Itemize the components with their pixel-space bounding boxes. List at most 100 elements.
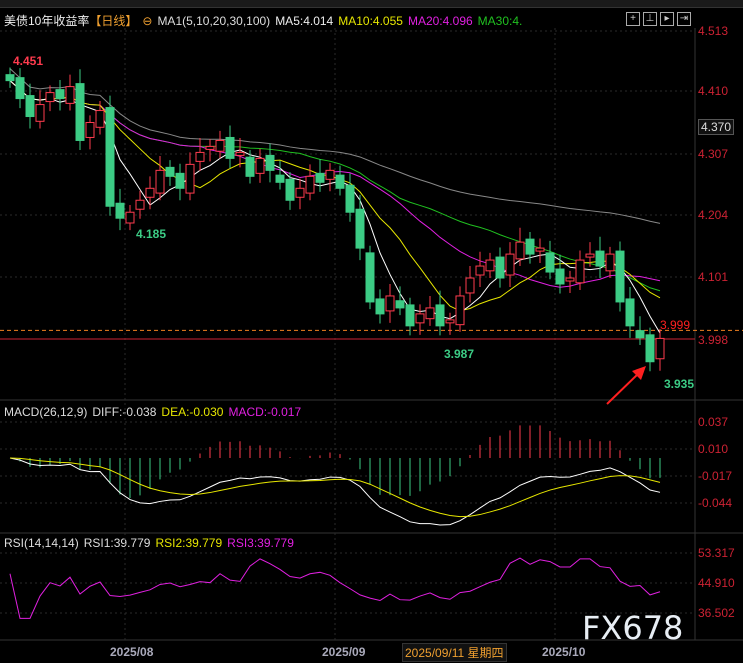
price-tick-current: 4.370 [698, 119, 735, 135]
ma-label[interactable]: MA1(5,10,20,30,100) [157, 14, 271, 28]
diff-value: DIFF:-0.038 [92, 405, 157, 419]
candle-down [165, 166, 175, 177]
candle-up [155, 169, 165, 194]
candle-up [85, 122, 95, 138]
macd-tick: -0.017 [698, 469, 733, 483]
price-tick: 4.410 [698, 84, 729, 98]
candle-up [295, 187, 305, 198]
candle-up [135, 199, 145, 210]
macd-legend: MACD(26,12,9) DIFF:-0.038 DEA:-0.030 MACD:-… [4, 405, 306, 419]
candle-up [455, 295, 465, 326]
price-tick: 4.513 [698, 24, 729, 38]
play-icon[interactable]: ▸ [660, 12, 674, 26]
x-tick: 2025/10 [542, 645, 586, 659]
candle-up [535, 247, 545, 252]
candle-up [215, 139, 225, 152]
arrow-annotation [606, 371, 641, 405]
macd-tick: 0.037 [698, 415, 729, 429]
candle-up [185, 163, 195, 194]
candle-up [655, 337, 665, 360]
candle-up [255, 157, 265, 174]
candle-down [645, 334, 655, 363]
candle-up [565, 277, 575, 282]
price-tick: 4.204 [698, 208, 729, 222]
period-selector[interactable]: 【日线】 [89, 14, 138, 28]
rsi-tick: 53.317 [698, 546, 735, 560]
ma100-line [9, 68, 661, 224]
candle-down [395, 300, 405, 309]
end-icon[interactable]: ⇥ [677, 12, 691, 26]
candle-down [75, 83, 85, 141]
macd-tick: 0.010 [698, 442, 729, 456]
crosshair-icon[interactable]: + [626, 12, 640, 26]
candle-up [205, 145, 215, 150]
dea-value: DEA:-0.030 [161, 405, 224, 419]
candle-down [265, 154, 275, 171]
rsi-name: RSI(14,14,14) [4, 536, 79, 550]
rsi-legend: RSI(14,14,14) RSI1:39.779 RSI2:39.779 RSI3:… [4, 536, 299, 550]
candle-down [175, 172, 185, 189]
chart-controls: + ⊥ ▸ ⇥ [626, 12, 691, 26]
candle-up [445, 319, 455, 324]
candle-up [125, 211, 135, 224]
candle-down [5, 74, 15, 82]
low-annotation: 4.185 [136, 227, 167, 241]
instrument-title: 美债10年收益率 [4, 14, 90, 28]
macd-value: MACD:-0.017 [228, 405, 302, 419]
candle-down [405, 304, 415, 327]
low-annotation: 3.987 [444, 347, 475, 361]
candle-down [115, 202, 125, 219]
rsi1-value: RSI1:39.779 [83, 536, 151, 550]
arrow-head [632, 366, 646, 380]
toolbar [0, 0, 743, 8]
candle-up [35, 104, 45, 122]
rsi-tick: 44.910 [698, 576, 735, 590]
candle-down [635, 330, 645, 339]
price-tick: 4.307 [698, 147, 729, 161]
x-tick: 2025/08 [110, 645, 154, 659]
last-price-label: 3.999 [660, 318, 691, 332]
price-tick: 4.101 [698, 270, 729, 284]
candle-down [495, 256, 505, 279]
rsi-line [9, 557, 661, 619]
candle-up [605, 253, 615, 272]
candle-down [525, 238, 535, 255]
candle-up [575, 259, 585, 284]
candle-down [315, 172, 325, 183]
candle-up [195, 151, 205, 162]
rsi2-value: RSI2:39.779 [155, 536, 223, 550]
candle-up [65, 86, 75, 104]
cursor-date: 2025/09/11 星期四 [402, 643, 507, 662]
candle-down [285, 178, 295, 201]
candle-down [275, 174, 285, 183]
macd-tick: -0.044 [698, 496, 733, 510]
candle-up [515, 241, 525, 260]
candle-up [505, 253, 515, 276]
candle-up [325, 169, 335, 180]
candle-down [595, 250, 605, 267]
candle-up [45, 92, 55, 103]
candle-down [545, 252, 555, 273]
candle-up [415, 313, 425, 324]
candle-down [555, 268, 565, 285]
candle-down [105, 107, 115, 207]
candle-down [25, 95, 35, 118]
rsi-tick: 36.502 [698, 606, 735, 620]
target-icon[interactable]: ⊖ [142, 14, 153, 28]
watermark-logo: FX678 [582, 609, 684, 647]
candle-up [305, 175, 315, 194]
high-annotation: 4.451 [13, 54, 44, 68]
ma20-line [9, 80, 661, 288]
ma30-value: MA30:4. [477, 14, 523, 28]
candle-up [485, 259, 495, 272]
candle-down [355, 208, 365, 249]
dea-line [9, 457, 661, 518]
candle-up [425, 307, 435, 320]
candle-down [225, 136, 235, 159]
zoom-icon[interactable]: ⊥ [643, 12, 657, 26]
candle-up [475, 265, 485, 276]
candle-up [145, 187, 155, 198]
candle-down [625, 298, 635, 327]
candle-down [375, 298, 385, 315]
